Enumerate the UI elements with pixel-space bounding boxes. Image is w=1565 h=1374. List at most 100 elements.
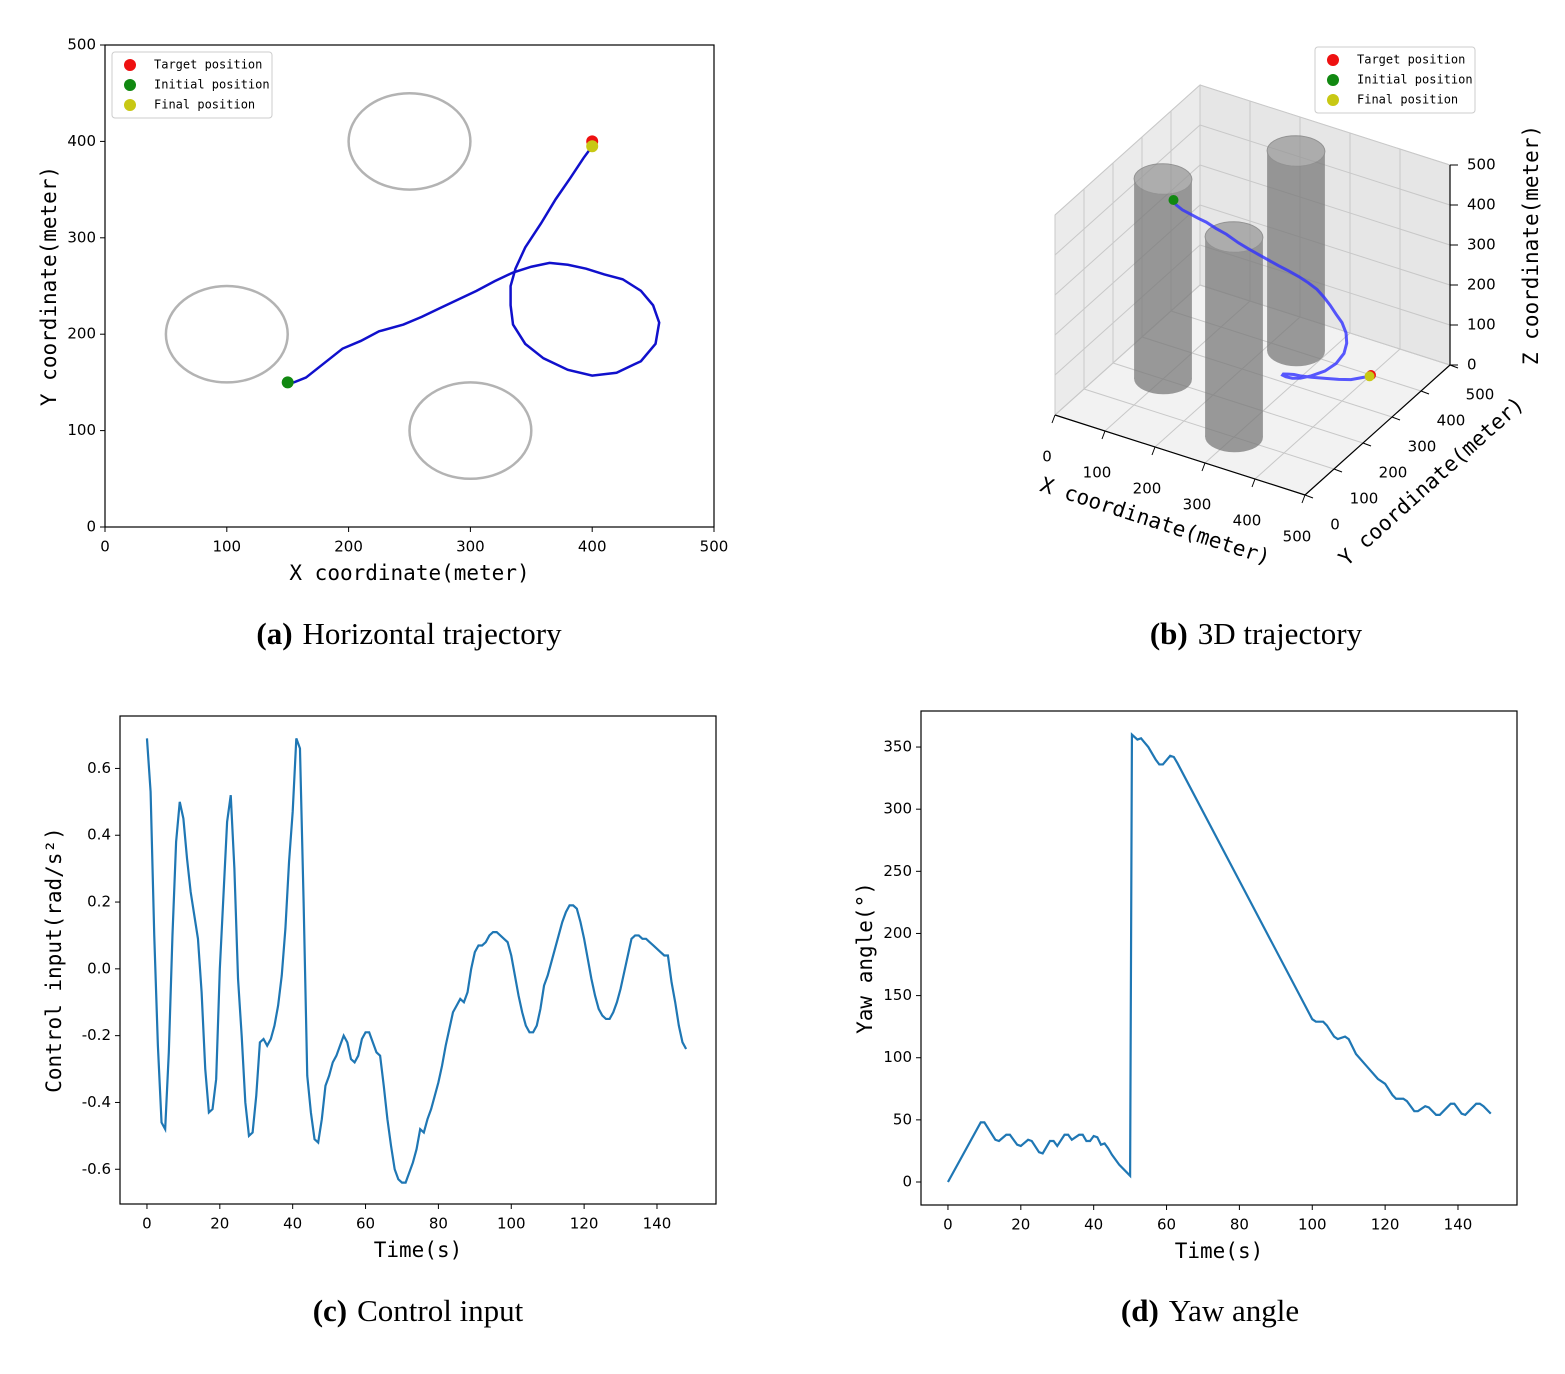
y-tick-label: -0.6 <box>82 1160 111 1178</box>
z-tick-label: 200 <box>1467 276 1496 294</box>
z-tick-label: 400 <box>1467 196 1496 214</box>
grid-line <box>1054 124 1201 256</box>
y-tick-label: 400 <box>1437 412 1466 430</box>
point <box>281 376 294 389</box>
x-tick <box>1101 430 1106 440</box>
x-tick-label: 300 <box>1183 496 1212 514</box>
trajectory <box>1172 199 1370 382</box>
x-axis-label: Time(s) <box>1175 1239 1264 1263</box>
caption-label: (d) <box>1121 1293 1159 1328</box>
x-tick-label: 60 <box>1157 1216 1176 1234</box>
x-tick-label: 200 <box>334 538 363 556</box>
caption-text: Horizontal trajectory <box>303 616 563 651</box>
grid-line <box>1199 84 1451 166</box>
x-axis-label: X coordinate(meter) <box>289 561 529 585</box>
obstacle <box>1266 135 1326 367</box>
obstacle <box>408 381 533 481</box>
y-tick-label: 200 <box>1379 464 1408 482</box>
grid-line <box>1254 348 1401 480</box>
line <box>145 738 688 1184</box>
x-tick <box>1251 478 1256 488</box>
trajectory <box>287 145 661 384</box>
plot-frame <box>920 710 1518 1206</box>
x-tick-label: 0 <box>943 1216 953 1234</box>
legend-label: Final position <box>1357 93 1458 107</box>
y-tick <box>1391 416 1401 421</box>
y-tick-label: 400 <box>67 132 96 150</box>
caption-text: Yaw angle <box>1169 1293 1299 1328</box>
legend-marker <box>124 59 136 71</box>
caption-label: (c) <box>313 1293 347 1328</box>
y-tick-label: 0.2 <box>87 893 111 911</box>
y-axis-label: Y coordinate(meter) <box>37 166 61 406</box>
plot-frame <box>104 44 715 528</box>
x-tick <box>1201 462 1206 472</box>
y-tick-label: 100 <box>883 1048 912 1066</box>
x-tick-label: 400 <box>578 538 607 556</box>
obstacle <box>1133 163 1193 395</box>
obstacle <box>164 284 289 384</box>
caption: (a) Horizontal trajectory <box>256 616 562 651</box>
y-tick-label: 100 <box>67 421 96 439</box>
y-tick-label: -0.2 <box>82 1026 111 1044</box>
y-tick-label: 350 <box>883 738 912 756</box>
y-tick-label: 500 <box>67 36 96 54</box>
y-tick-label: 200 <box>883 924 912 942</box>
y-tick-label: 0 <box>86 518 96 536</box>
cylinder-side <box>1267 151 1325 351</box>
legend-label: Initial position <box>1357 73 1473 87</box>
obstacle <box>347 91 472 191</box>
y-tick-label: 0 <box>902 1173 912 1191</box>
caption: (d) Yaw angle <box>1121 1293 1299 1328</box>
y-tick-label: 150 <box>883 986 912 1004</box>
line <box>946 732 1492 1183</box>
x-tick-label: 500 <box>700 538 729 556</box>
x-tick-label: 120 <box>1371 1216 1400 1234</box>
x-tick <box>1051 414 1056 424</box>
legend-label: Target position <box>154 58 262 72</box>
obstacle <box>1204 221 1264 453</box>
plot-frame <box>119 715 717 1205</box>
x-tick <box>1151 446 1156 456</box>
legend-marker <box>1327 94 1339 106</box>
y-tick-label: 0.6 <box>87 759 111 777</box>
x-tick-label: 140 <box>1444 1216 1473 1234</box>
legend-box <box>1314 46 1476 114</box>
y-tick-label: 0.4 <box>87 826 111 844</box>
cylinder-top <box>1266 135 1326 167</box>
y-tick-label: 250 <box>883 862 912 880</box>
x-tick-label: 100 <box>1083 464 1112 482</box>
x-tick-label: 140 <box>643 1215 672 1233</box>
y-tick <box>1304 494 1314 499</box>
x-tick-label: 20 <box>1011 1216 1030 1234</box>
y-axis-label: Control input(rad/s²) <box>42 827 66 1093</box>
legend-label: Initial position <box>154 78 270 92</box>
cylinder-side <box>1205 237 1263 437</box>
x-tick-label: 200 <box>1133 480 1162 498</box>
axis-line <box>1304 364 1451 496</box>
x-tick <box>1301 494 1306 504</box>
x-tick-label: 40 <box>1084 1216 1103 1234</box>
legend-marker <box>1327 54 1339 66</box>
x-tick-label: 0 <box>1042 448 1052 466</box>
y-tick-label: -0.4 <box>82 1093 111 1111</box>
y-axis-label: Yaw angle(°) <box>853 882 877 1034</box>
x-axis-label: Time(s) <box>374 1238 463 1262</box>
grid-line <box>1054 84 1201 216</box>
y-tick-label: 100 <box>1350 490 1379 508</box>
cylinder-side <box>1134 179 1192 379</box>
caption-text: Control input <box>357 1293 524 1328</box>
point <box>586 140 599 153</box>
x-tick-label: 300 <box>456 538 485 556</box>
x-tick-label: 60 <box>356 1215 375 1233</box>
z-tick-label: 300 <box>1467 236 1496 254</box>
cylinder-top <box>1133 163 1193 195</box>
caption-label: (a) <box>256 616 292 651</box>
y-tick-label: 300 <box>67 228 96 246</box>
z-tick-label: 500 <box>1467 156 1496 174</box>
point <box>1168 195 1179 205</box>
y-tick-label: 0.0 <box>87 959 111 977</box>
point <box>1364 371 1375 382</box>
z-tick-label: 100 <box>1467 316 1496 334</box>
